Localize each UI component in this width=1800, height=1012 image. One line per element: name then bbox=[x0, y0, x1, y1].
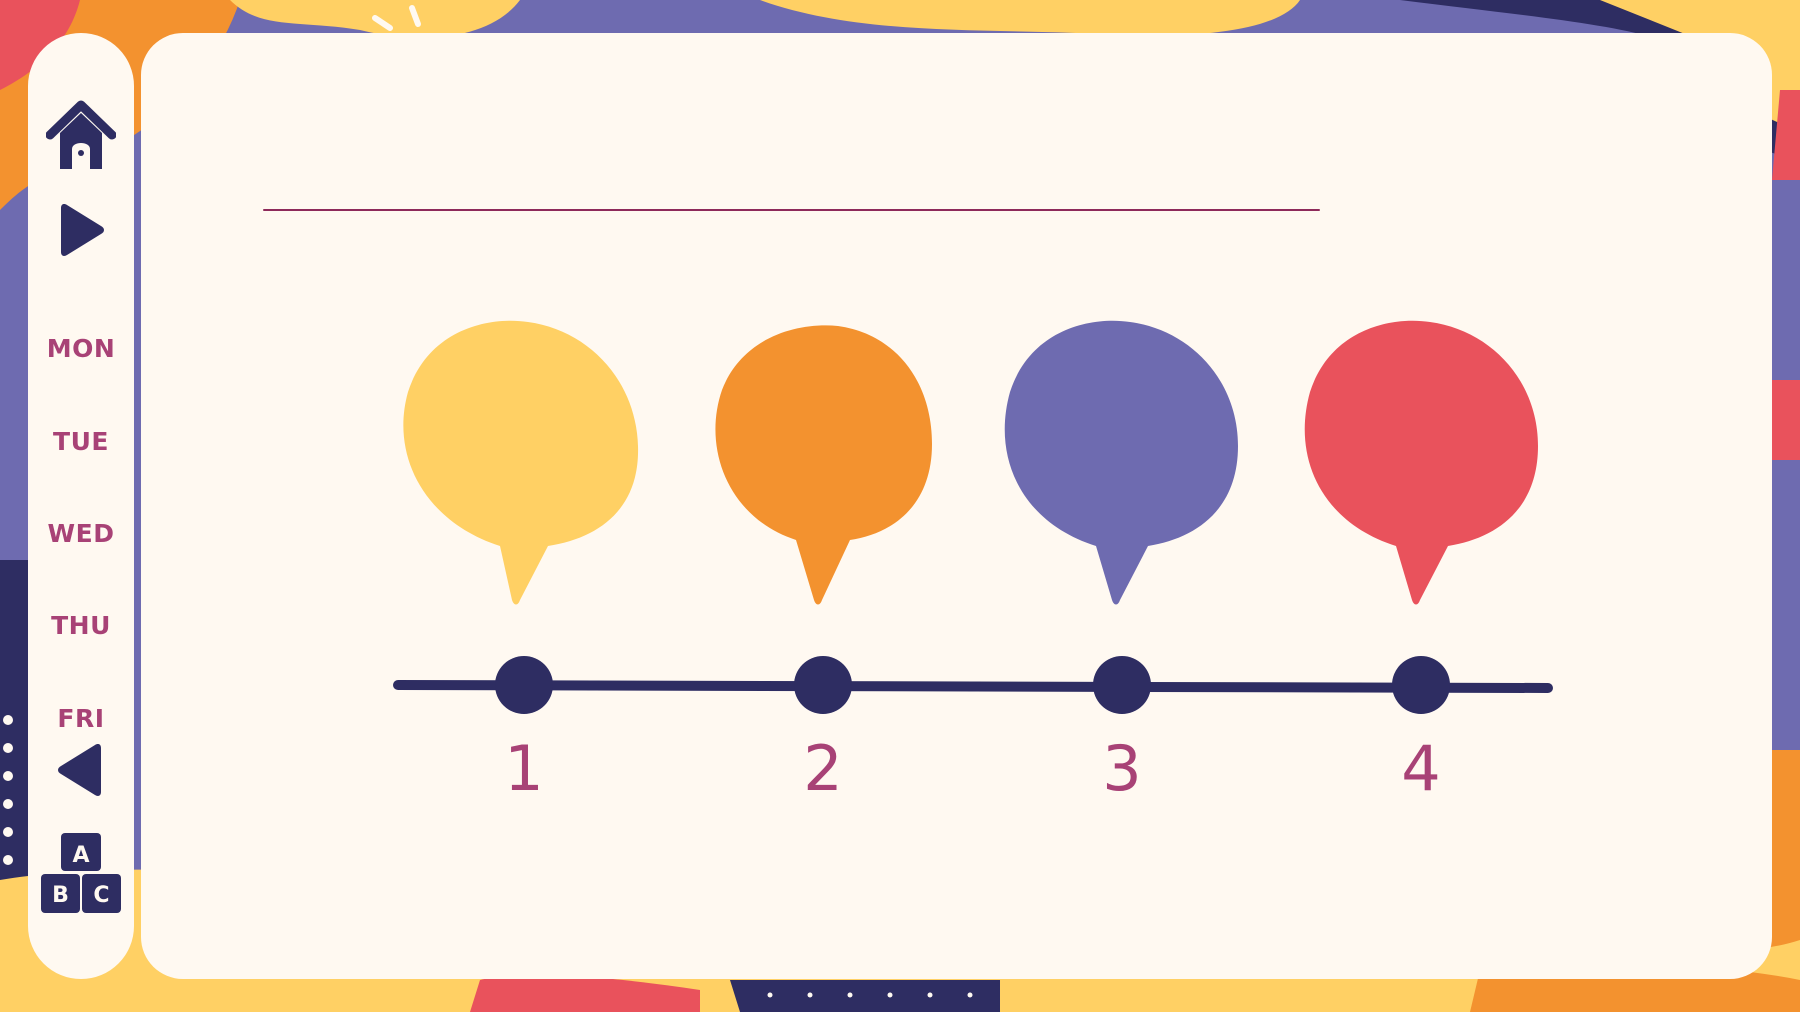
abc-letter-b: B bbox=[52, 883, 69, 908]
speech-bubble-marker bbox=[1004, 320, 1238, 605]
timeline-node bbox=[495, 656, 553, 714]
timeline-node bbox=[1392, 656, 1450, 714]
speech-bubble-marker bbox=[403, 320, 639, 605]
next-button[interactable] bbox=[28, 198, 134, 262]
play-back-icon bbox=[58, 744, 101, 796]
speech-bubble-marker bbox=[715, 325, 932, 605]
abc-button[interactable]: A B C bbox=[28, 830, 134, 916]
abc-letter-a: A bbox=[72, 843, 89, 868]
nav-day-fri[interactable]: FRI bbox=[28, 693, 134, 743]
nav-day-mon[interactable]: MON bbox=[28, 323, 134, 373]
nav-day-label: MON bbox=[46, 333, 116, 363]
step-number-4: 4 bbox=[1401, 732, 1441, 805]
sidebar-nav: MON TUE WED THU FRI A B C bbox=[28, 33, 134, 979]
abc-letter-c: C bbox=[93, 883, 109, 908]
play-next-icon bbox=[61, 204, 104, 256]
timeline-step-3 bbox=[1004, 320, 1238, 714]
nav-day-label: WED bbox=[47, 518, 115, 548]
step-number-2: 2 bbox=[803, 732, 843, 805]
nav-day-tue[interactable]: TUE bbox=[28, 416, 134, 466]
timeline-step-4 bbox=[1304, 320, 1538, 714]
title-underline bbox=[263, 209, 1320, 211]
timeline-step-1 bbox=[403, 320, 639, 714]
step-number-3: 3 bbox=[1102, 732, 1142, 805]
nav-day-thu[interactable]: THU bbox=[28, 600, 134, 650]
back-button[interactable] bbox=[28, 738, 134, 802]
nav-day-wed[interactable]: WED bbox=[28, 508, 134, 558]
timeline-node bbox=[1093, 656, 1151, 714]
home-icon bbox=[46, 100, 116, 169]
step-number-1: 1 bbox=[504, 732, 544, 805]
abc-blocks-icon: A B C bbox=[41, 833, 121, 913]
nav-day-label: TUE bbox=[53, 426, 109, 456]
speech-bubble-marker bbox=[1304, 320, 1538, 605]
nav-day-label: THU bbox=[51, 610, 111, 640]
nav-day-label: FRI bbox=[57, 703, 105, 733]
timeline-node bbox=[794, 656, 852, 714]
timeline-track bbox=[393, 680, 1553, 693]
home-button[interactable] bbox=[28, 95, 134, 175]
timeline-step-2 bbox=[715, 325, 932, 714]
